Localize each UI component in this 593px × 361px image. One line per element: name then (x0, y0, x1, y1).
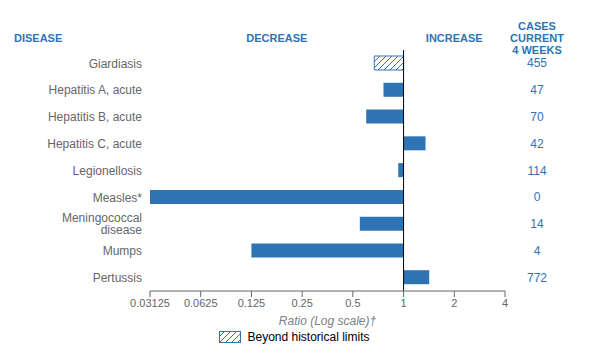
svg-text:Mumps: Mumps (103, 244, 142, 258)
svg-text:42: 42 (530, 137, 544, 151)
svg-text:47: 47 (530, 83, 544, 97)
svg-text:2: 2 (451, 297, 457, 309)
svg-text:Measles*: Measles* (93, 191, 143, 205)
svg-text:455: 455 (527, 56, 547, 70)
svg-text:0.25: 0.25 (291, 297, 312, 309)
html-text:CASES CURRENT 4 WEEKS: CASES CURRENT 4 WEEKS (510, 20, 564, 56)
svg-text:Meningococcaldisease: Meningococcaldisease (62, 211, 142, 237)
svg-text:0.03125: 0.03125 (130, 297, 170, 309)
svg-text:0: 0 (534, 190, 541, 204)
svg-text:0.125: 0.125 (238, 297, 266, 309)
svg-text:772: 772 (527, 271, 547, 285)
svg-text:1: 1 (401, 297, 407, 309)
svg-text:70: 70 (530, 110, 544, 124)
svg-text:0.5: 0.5 (345, 297, 360, 309)
svg-text:Legionellosis: Legionellosis (73, 164, 142, 178)
html-text:DECREASE: DECREASE (246, 32, 308, 44)
html-text:INCREASE: INCREASE (425, 32, 483, 44)
svg-text:14: 14 (530, 217, 544, 231)
svg-text:Hepatitis A, acute: Hepatitis A, acute (49, 83, 143, 97)
html-text:DISEASE: DISEASE (14, 32, 63, 44)
svg-text:Pertussis: Pertussis (93, 271, 142, 285)
svg-text:Hepatitis C, acute: Hepatitis C, acute (47, 137, 142, 151)
svg-text:Hepatitis B, acute: Hepatitis B, acute (48, 110, 142, 124)
svg-text:4: 4 (502, 297, 508, 309)
svg-text:Giardiasis: Giardiasis (89, 57, 142, 71)
svg-text:Ratio (Log scale)†: Ratio (Log scale)† (279, 314, 377, 328)
html-text:Beyond historical limits: Beyond historical limits (247, 329, 370, 344)
svg-text:114: 114 (527, 164, 546, 178)
svg-text:0.0625: 0.0625 (184, 297, 218, 309)
svg-text:4: 4 (534, 244, 541, 258)
